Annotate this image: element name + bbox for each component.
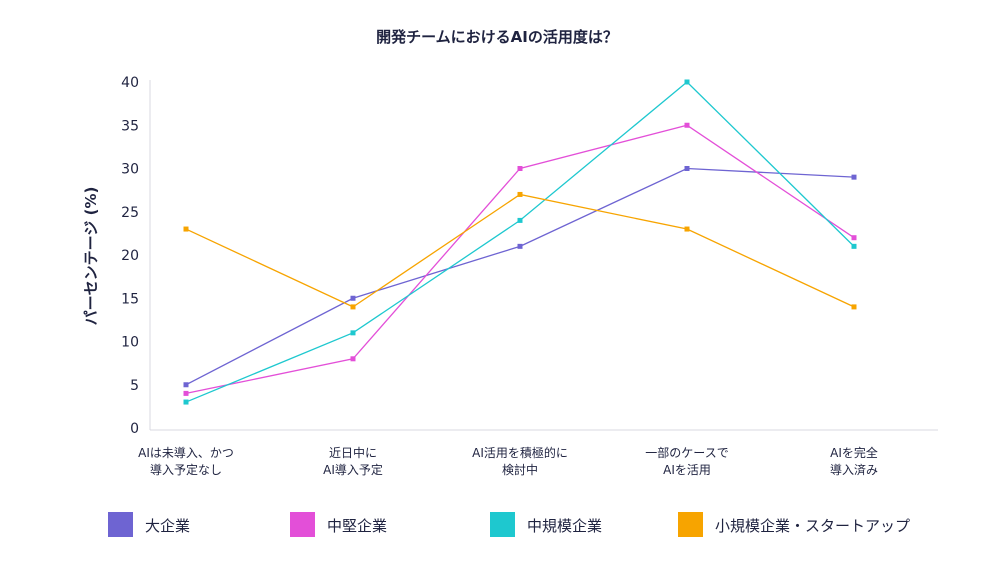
data-point	[350, 304, 356, 310]
data-point	[517, 217, 523, 223]
series-line	[185, 81, 855, 403]
data-point	[183, 390, 189, 396]
x-category-label: 導入済み	[830, 462, 878, 477]
y-tick-label: 5	[130, 378, 139, 394]
data-point	[851, 174, 857, 180]
data-point	[517, 243, 523, 249]
y-axis-label: パーセンテージ (%)	[82, 187, 100, 326]
legend-swatch	[678, 512, 703, 537]
y-tick-label: 30	[121, 162, 139, 178]
y-tick-label: 20	[121, 248, 139, 264]
y-tick-label: 40	[121, 75, 139, 91]
x-category-label: 一部のケースで	[645, 445, 728, 460]
series-line	[185, 193, 855, 308]
chart-title: 開発チームにおけるAIの活用度は？	[376, 28, 618, 46]
y-tick-label: 10	[121, 335, 139, 351]
data-point	[350, 356, 356, 362]
y-tick-label: 0	[130, 421, 139, 437]
x-category-label: AIを活用	[663, 463, 711, 477]
legend-swatch	[290, 512, 315, 537]
data-point	[684, 122, 690, 128]
data-point	[183, 382, 189, 388]
legend-swatch	[490, 512, 515, 537]
x-category-label: AI導入予定	[323, 462, 383, 477]
y-tick-label: 15	[121, 291, 139, 307]
legend: 大企業 中堅企業 中規模企業 小規模企業・スタートアップ	[108, 512, 910, 537]
data-point	[183, 226, 189, 232]
x-category-label: AI活用を積極的に	[472, 445, 568, 460]
legend-label: 小規模企業・スタートアップ	[715, 517, 910, 535]
x-category-label: 検討中	[502, 462, 538, 477]
x-category-label: AIは未導入、かつ	[138, 446, 234, 460]
data-point	[851, 235, 857, 241]
data-point	[183, 399, 189, 405]
series-line	[185, 124, 855, 395]
data-point	[851, 304, 857, 310]
legend-label: 中堅企業	[327, 517, 387, 535]
data-point	[350, 295, 356, 301]
x-category-label: AIを完全	[830, 445, 878, 460]
series-line	[185, 167, 855, 386]
legend-label: 中規模企業	[527, 517, 602, 535]
x-category-label: 近日中に	[329, 445, 377, 460]
data-point	[684, 226, 690, 232]
y-tick-label: 25	[121, 205, 139, 221]
data-point	[851, 243, 857, 249]
y-tick-label: 35	[121, 118, 139, 134]
data-point	[517, 191, 523, 197]
series-lines	[183, 79, 857, 405]
legend-label: 大企業	[145, 517, 190, 535]
y-tick-labels: 0 5 10 15 20 25 30 35 40	[121, 75, 139, 437]
data-point	[684, 166, 690, 171]
data-point	[684, 79, 690, 85]
legend-swatch	[108, 512, 133, 537]
data-point	[517, 166, 523, 171]
x-category-label: 導入予定なし	[150, 462, 222, 477]
data-point	[350, 330, 356, 336]
